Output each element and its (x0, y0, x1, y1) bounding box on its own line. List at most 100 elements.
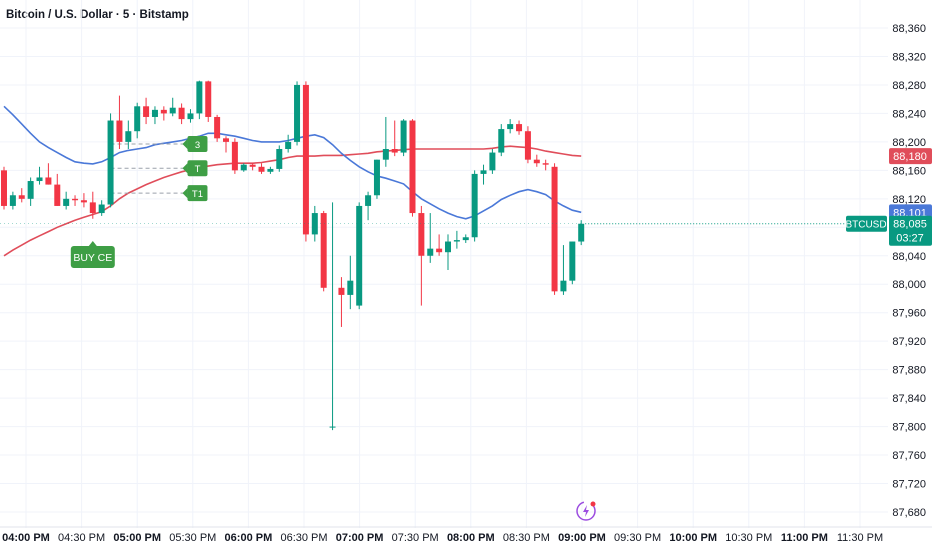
candle-body[interactable] (98, 204, 105, 214)
candle-body[interactable] (89, 202, 96, 214)
candle-body[interactable] (516, 124, 523, 132)
target-marker-badge[interactable] (187, 160, 208, 177)
candle-body[interactable] (160, 109, 167, 114)
candle-body[interactable] (36, 177, 43, 182)
candle-body[interactable] (551, 166, 558, 292)
time-axis-label: 05:00 PM (113, 532, 161, 544)
candle-body[interactable] (507, 124, 514, 130)
target-marker-label: T (195, 164, 201, 175)
candle-body[interactable] (338, 287, 345, 295)
candle-body[interactable] (462, 237, 469, 241)
candle-body[interactable] (471, 173, 478, 238)
candle-body[interactable] (382, 149, 389, 160)
candle-body[interactable] (134, 106, 141, 132)
candle-body[interactable] (453, 240, 460, 242)
target-marker-arrow (182, 188, 188, 199)
candle-body[interactable] (294, 84, 301, 142)
candle-body[interactable] (285, 141, 292, 149)
candle-body[interactable] (125, 131, 132, 142)
candle-body[interactable] (578, 223, 585, 242)
candle-body[interactable] (205, 81, 212, 117)
candle-body[interactable] (143, 106, 150, 117)
price-axis-label: 87,920 (892, 336, 926, 348)
candle-body[interactable] (409, 120, 416, 214)
candle-body[interactable] (45, 177, 52, 185)
buy-signal-label: BUY CE (73, 252, 112, 264)
candle-body[interactable] (524, 131, 531, 160)
target-marker-badge[interactable] (187, 136, 208, 153)
candle-body[interactable] (80, 200, 87, 203)
time-axis-label: 04:30 PM (58, 532, 105, 544)
candle-body[interactable] (214, 116, 221, 139)
candle-body[interactable] (107, 120, 114, 205)
candle-body[interactable] (445, 241, 451, 253)
target-marker-arrow (182, 163, 188, 174)
candle-body[interactable] (498, 129, 505, 153)
price-axis-label: 87,840 (892, 393, 926, 405)
candle-body[interactable] (258, 166, 265, 172)
price-axis-label: 88,040 (892, 251, 926, 263)
candle-body[interactable] (373, 159, 380, 196)
candle-body[interactable] (231, 141, 238, 171)
price-axis-label: 87,720 (892, 479, 926, 491)
candle-body[interactable] (418, 213, 425, 256)
time-axis-label: 07:30 PM (392, 532, 439, 544)
candle-body[interactable] (223, 138, 229, 142)
symbol-tag-text: BTCUSD (845, 220, 886, 231)
target-marker-badge[interactable] (187, 185, 208, 202)
candle-body[interactable] (427, 248, 434, 256)
candle-body[interactable] (187, 113, 194, 120)
candle-body[interactable] (365, 195, 372, 206)
candle-body[interactable] (151, 109, 158, 117)
ma-fast-line (3, 105, 582, 220)
last-price-text: 88,085 (893, 219, 927, 231)
candle-body[interactable] (329, 426, 336, 428)
price-axis-label: 88,280 (892, 80, 926, 92)
candle-body[interactable] (436, 248, 443, 253)
candle-body[interactable] (569, 241, 576, 281)
time-axis-label: 07:00 PM (336, 532, 384, 544)
candle-body[interactable] (302, 84, 309, 235)
time-axis-label: 09:30 PM (614, 532, 661, 544)
target-marker-arrow (182, 139, 188, 150)
candle-body[interactable] (18, 195, 25, 199)
price-axis-label: 88,000 (892, 279, 926, 291)
time-axis-label: 09:00 PM (558, 532, 606, 544)
candle-body[interactable] (54, 184, 61, 206)
candle-body[interactable] (400, 120, 407, 153)
candle-body[interactable] (27, 181, 34, 199)
buy-signal-badge[interactable] (70, 246, 115, 268)
lightning-icon[interactable] (576, 501, 596, 521)
time-axis-label: 11:30 PM (837, 532, 883, 544)
candle-body[interactable] (276, 149, 283, 169)
candle-body[interactable] (196, 81, 203, 114)
candle-body[interactable] (1, 170, 7, 206)
candle-body[interactable] (311, 213, 318, 235)
candle-body[interactable] (169, 107, 176, 114)
candle-body[interactable] (178, 107, 185, 120)
candle-body[interactable] (63, 198, 70, 206)
candle-body[interactable] (9, 195, 16, 206)
price-axis-label: 87,960 (892, 308, 926, 320)
candle-body[interactable] (320, 213, 327, 288)
candle-body[interactable] (533, 159, 540, 164)
candle-body[interactable] (72, 198, 79, 201)
candle-body[interactable] (560, 280, 567, 292)
price-axis-label: 88,120 (892, 194, 926, 206)
candle-body[interactable] (480, 170, 487, 174)
time-axis-label: 10:30 PM (725, 532, 772, 544)
candle-body[interactable] (391, 149, 398, 153)
candle-body[interactable] (249, 164, 256, 167)
candle-body[interactable] (267, 168, 274, 172)
candle-body[interactable] (489, 152, 496, 171)
price-axis-label: 87,800 (892, 422, 926, 434)
candle-body[interactable] (542, 163, 549, 165)
chart-title: Bitcoin / U.S. Dollar · 5 · Bitstamp (6, 9, 189, 21)
time-axis-label: 08:00 PM (447, 532, 495, 544)
candle-body[interactable] (347, 280, 354, 295)
candle-body[interactable] (356, 205, 363, 306)
candle-body[interactable] (240, 164, 247, 171)
candle-body[interactable] (116, 120, 123, 142)
